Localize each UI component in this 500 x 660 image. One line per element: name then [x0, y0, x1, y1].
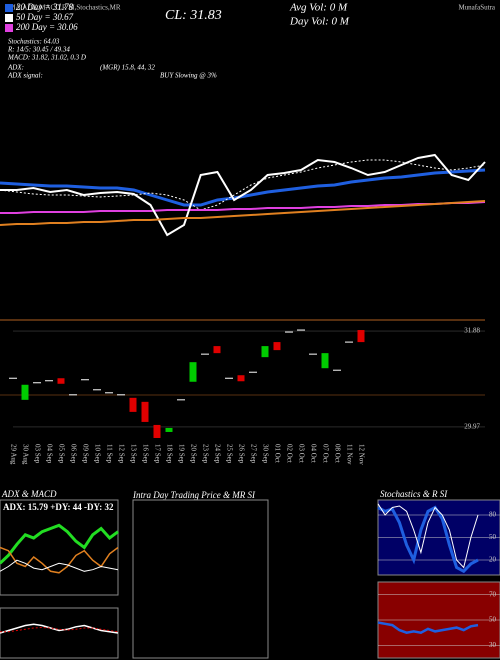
series-line — [0, 523, 119, 565]
x-tick-label: 04 Oct — [309, 444, 317, 463]
candle — [237, 375, 245, 382]
legend-swatch — [5, 24, 13, 32]
x-tick-label: 02 Oct — [285, 444, 293, 463]
series-line — [377, 621, 479, 635]
x-tick-label: 16 Sep — [141, 444, 149, 464]
x-tick-label: 18 Sep — [165, 444, 173, 464]
candle — [129, 397, 137, 412]
y-tick-label: 80 — [489, 511, 497, 519]
candle — [273, 342, 281, 351]
x-tick-label: 20 Sep — [189, 444, 197, 464]
legend-entry: 50 Day = 30.67 — [16, 12, 74, 22]
annotation: Avg Vol: 0 M — [289, 2, 348, 14]
series-line — [0, 623, 119, 634]
series-line — [377, 505, 479, 574]
x-tick-label: 08 Oct — [333, 444, 341, 463]
legend-swatch — [5, 4, 13, 12]
header-left: EMA,ADX,MACD,R SI,Stochastics,MR — [5, 4, 121, 12]
candle — [57, 378, 65, 384]
series-line — [0, 153, 486, 237]
candle — [357, 330, 365, 343]
y-tick-label: 50 — [489, 533, 497, 541]
legend-entry: 20 Day = 31.78 — [16, 2, 74, 12]
x-tick-label: 10 Sep — [93, 444, 101, 464]
annotation: Stochastics: 64.03 — [8, 38, 60, 46]
x-tick-label: 11 Sep — [105, 444, 113, 463]
legend-entry: 200 Day = 30.06 — [16, 22, 78, 32]
annotation: MACD: 31.82, 31.02, 0.3 D — [7, 54, 86, 62]
x-tick-label: 23 Sep — [201, 444, 209, 464]
panel-frame — [0, 607, 119, 659]
candle — [165, 427, 173, 432]
candle — [213, 346, 221, 354]
series-line — [0, 200, 486, 226]
y-tick-label: 50 — [489, 616, 497, 624]
x-tick-label: 12 Nov — [357, 444, 365, 465]
x-tick-label: 01 Oct — [273, 444, 281, 463]
intraday-panel — [132, 499, 269, 659]
y-tick-label: 31.88 — [464, 327, 480, 335]
panel-label: ADX: 15.79 +DY: 44 -DY: 32 — [3, 502, 114, 512]
x-tick-label: 26 Sep — [237, 444, 245, 464]
y-tick-label: 20 — [489, 556, 497, 564]
x-tick-label: 24 Sep — [213, 444, 221, 464]
annotation: BUY Slowing @ 3% — [160, 72, 217, 80]
annotation: ADX: — [7, 64, 24, 72]
panel-frame — [0, 499, 119, 596]
annotation: Day Vol: 0 M — [289, 16, 350, 28]
x-tick-label: 27 Sep — [249, 444, 257, 464]
x-tick-label: 06 Sep — [69, 444, 77, 464]
x-tick-label: 03 Sep — [33, 444, 41, 464]
x-tick-label: 07 Oct — [321, 444, 329, 463]
x-tick-label: 17 Sep — [153, 444, 161, 464]
x-tick-label: 09 Sep — [81, 444, 89, 464]
x-tick-label: 30 Sep — [261, 444, 269, 464]
series-line — [0, 201, 486, 214]
panel-title: Stochastics & R SI — [380, 489, 448, 499]
x-tick-label: 25 Sep — [225, 444, 233, 464]
x-tick-label: 05 Sep — [57, 444, 65, 464]
series-line — [0, 159, 486, 211]
candle — [261, 346, 269, 358]
y-tick-label: 70 — [489, 590, 497, 598]
y-tick-label: 29.97 — [464, 423, 480, 431]
x-tick-label: 13 Sep — [129, 444, 137, 464]
annotation: R: 14/5: 30.45 / 49.34 — [7, 46, 70, 54]
annotation: (MGR) 15.8, 44, 32 — [100, 64, 155, 72]
x-tick-label: 03 Oct — [297, 444, 305, 463]
candle — [141, 401, 149, 422]
intraday-title: Intra Day Trading Price & MR SI — [132, 490, 256, 500]
close-label: CL: 31.83 — [165, 8, 222, 23]
legend-swatch — [5, 14, 13, 22]
annotation: ADX signal: — [7, 72, 43, 80]
x-tick-label: 19 Sep — [177, 444, 185, 464]
y-tick-label: 30 — [489, 641, 497, 649]
x-tick-label: 12 Sep — [117, 444, 125, 464]
candle — [321, 353, 329, 369]
series-line — [0, 168, 486, 207]
x-tick-label: 29 Aug — [9, 444, 17, 465]
x-tick-label: 11 Nov — [345, 444, 353, 465]
series-line — [377, 503, 479, 569]
candle — [21, 384, 29, 400]
panel-title: ADX & MACD — [1, 489, 57, 499]
x-tick-label: 04 Sep — [45, 444, 53, 464]
candle — [153, 424, 161, 438]
candle — [189, 362, 197, 382]
series-line — [0, 546, 119, 574]
x-tick-label: 30 Aug — [21, 444, 29, 465]
header-right: MunafaSutra — [458, 4, 495, 12]
series-line — [0, 559, 119, 572]
